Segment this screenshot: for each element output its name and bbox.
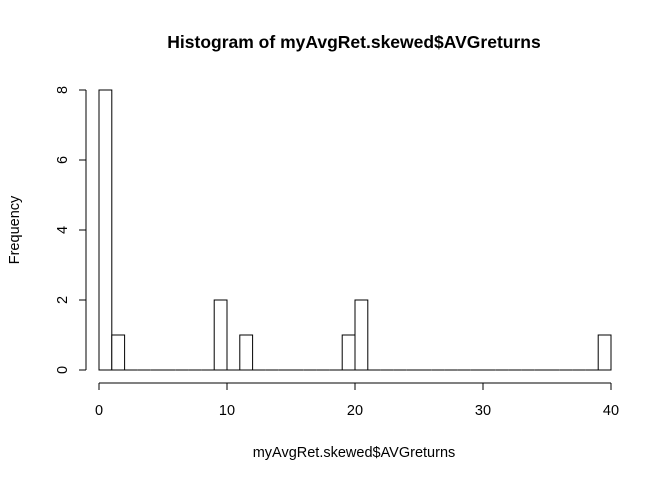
- chart-title: Histogram of myAvgRet.skewed$AVGreturns: [167, 32, 541, 52]
- y-tick-label: 4: [55, 226, 71, 234]
- histogram-bar: [354, 299, 369, 371]
- x-tick-label: 30: [475, 403, 491, 419]
- x-axis-label: myAvgRet.skewed$AVGreturns: [253, 445, 456, 461]
- y-axis: 0 2 4 6 8: [55, 86, 87, 374]
- y-tick-label: 8: [55, 86, 71, 94]
- x-tick-label: 20: [347, 403, 363, 419]
- x-tick-label: 40: [603, 403, 619, 419]
- histogram-bar: [213, 299, 228, 371]
- x-tick-label: 10: [219, 403, 235, 419]
- y-tick-label: 2: [55, 296, 71, 304]
- y-tick-label: 6: [55, 156, 71, 164]
- histogram-bar: [597, 334, 612, 371]
- histogram-bars: [98, 89, 612, 371]
- y-tick-label: 0: [55, 366, 71, 374]
- y-axis-label: Frequency: [7, 195, 23, 264]
- histogram-bar: [111, 334, 126, 371]
- histogram-bar: [239, 334, 254, 371]
- x-axis: 0 10 20 30 40: [95, 382, 619, 419]
- histogram-bar: [341, 334, 356, 371]
- histogram-bar: [98, 89, 113, 371]
- x-tick-label: 0: [95, 403, 103, 419]
